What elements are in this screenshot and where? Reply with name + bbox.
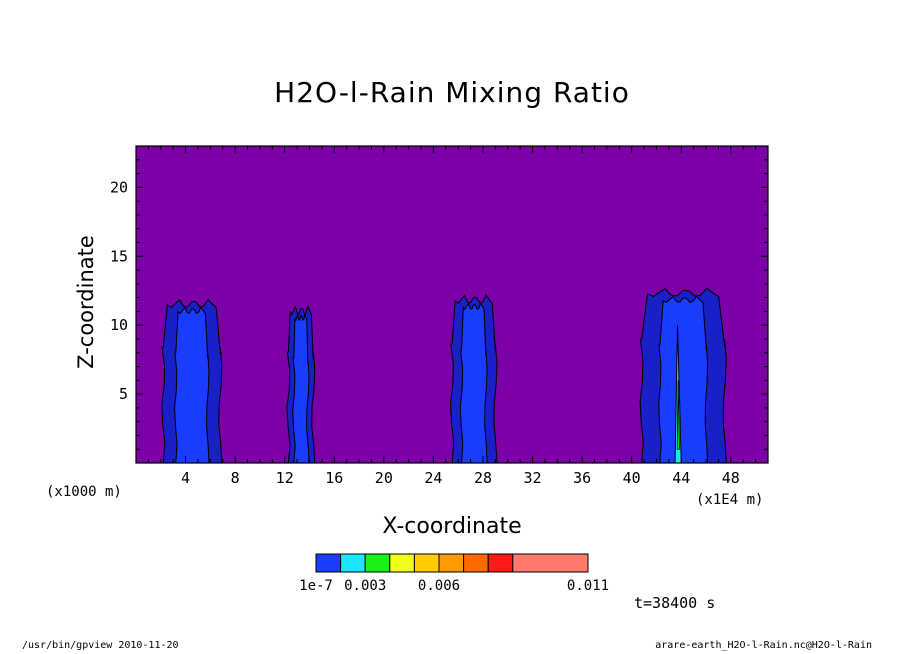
x-tick-label: 24 bbox=[424, 469, 442, 487]
x-tick-label: 8 bbox=[231, 469, 240, 487]
footer-left: /usr/bin/gpview 2010-11-20 bbox=[22, 640, 179, 651]
x-tick-label: 40 bbox=[623, 469, 641, 487]
chart-title: H2O-l-Rain Mixing Ratio bbox=[274, 76, 630, 109]
colorbar-swatch bbox=[340, 553, 366, 573]
x-tick-label: 20 bbox=[375, 469, 393, 487]
colorbar-swatch bbox=[315, 553, 342, 573]
y-tick-label: 10 bbox=[110, 316, 128, 334]
x-scale-factor-left: (x1000 m) bbox=[46, 484, 122, 500]
colorbar-swatch bbox=[512, 553, 589, 573]
rain-column-3-inner bbox=[459, 301, 488, 464]
colorbar-swatch bbox=[389, 553, 415, 573]
colorbar-swatch bbox=[364, 553, 391, 573]
colorbar-swatch bbox=[487, 553, 514, 573]
y-tick-label: 15 bbox=[110, 247, 128, 265]
rain-column-2-inner bbox=[292, 312, 310, 464]
core-green bbox=[676, 380, 680, 450]
x-tick-label: 44 bbox=[672, 469, 690, 487]
colorbar-label: 0.006 bbox=[417, 578, 461, 594]
x-axis-label: X-coordinate bbox=[382, 514, 522, 539]
y-tick-label: 5 bbox=[119, 385, 128, 403]
colorbar-swatch bbox=[463, 553, 489, 573]
x-tick-label: 16 bbox=[325, 469, 343, 487]
x-scale-factor-right: (x1E4 m) bbox=[696, 492, 764, 508]
y-axis-label: Z-coordinate bbox=[74, 235, 98, 369]
x-tick-label: 36 bbox=[573, 469, 591, 487]
colorbar-swatch bbox=[413, 553, 440, 573]
rain-column-1-inner bbox=[174, 306, 210, 464]
colorbar-swatch bbox=[438, 553, 465, 573]
y-tick-label: 20 bbox=[110, 178, 128, 196]
time-label: t=38400 s bbox=[634, 594, 716, 612]
plot-frame bbox=[135, 145, 769, 464]
x-tick-label: 48 bbox=[722, 469, 740, 487]
colorbar-label: 0.011 bbox=[566, 578, 610, 594]
x-tick-label: 12 bbox=[276, 469, 294, 487]
footer-right: arare-earth_H2O-l-Rain.nc@H2O-l-Rain bbox=[655, 640, 872, 651]
colorbar-label: 1e-7 bbox=[299, 578, 333, 594]
rain-column-4-inner bbox=[658, 295, 709, 464]
colorbar-label: 0.003 bbox=[344, 578, 387, 594]
x-tick-label: 28 bbox=[474, 469, 492, 487]
x-tick-label: 4 bbox=[181, 469, 190, 487]
x-tick-label: 32 bbox=[524, 469, 542, 487]
